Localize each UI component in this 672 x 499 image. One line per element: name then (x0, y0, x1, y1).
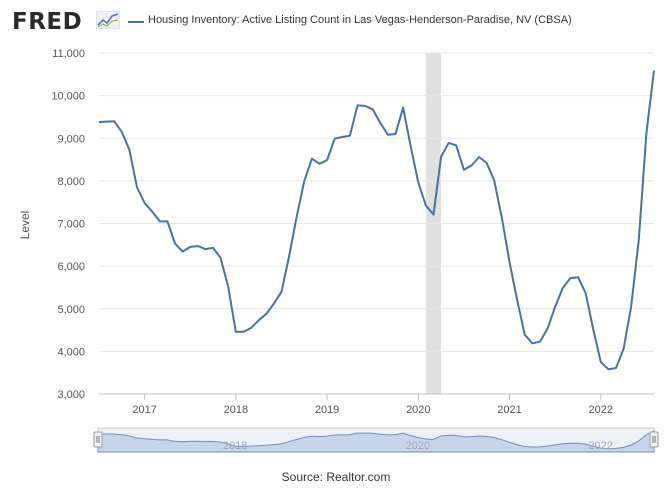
x-tick-label: 2018 (224, 404, 248, 416)
legend-label[interactable]: Housing Inventory: Active Listing Count … (148, 14, 572, 26)
source-note: Source: Realtor.com (281, 470, 391, 484)
y-tick-label: 7,000 (57, 219, 85, 231)
y-tick-label: 5,000 (57, 304, 85, 316)
navigator-label: 2020 (406, 440, 430, 452)
y-tick-label: 11,000 (52, 48, 85, 60)
navigator-right-handle[interactable] (649, 431, 659, 448)
y-tick-label: 9,000 (57, 133, 85, 145)
fred-mini-line-graph-icon (96, 11, 120, 29)
y-tick-label: 6,000 (57, 261, 85, 273)
x-tick-label: 2020 (406, 404, 430, 416)
navigator-series (97, 430, 655, 453)
x-tick-label: 2022 (589, 404, 613, 416)
y-tick-label: 4,000 (57, 346, 85, 358)
y-tick-label: 10,000 (51, 91, 85, 103)
navigator-left-handle[interactable] (93, 431, 103, 448)
y-axis-label: Level (18, 211, 32, 240)
y-tick-label: 8,000 (57, 176, 85, 188)
x-tick-label: 2019 (315, 404, 339, 416)
navigator-label: 2022 (588, 440, 612, 452)
chart-header: FRED Housing Inventory: Active Listing C… (0, 0, 672, 44)
line-chart: 3,000 4,000 5,000 6,000 7,000 8,000 9,000 10,00… (18, 48, 659, 453)
x-tick-label: 2021 (497, 404, 521, 416)
y-tick-label: 3,000 (57, 389, 85, 401)
x-tick-label: 2017 (132, 404, 156, 416)
series-line (98, 70, 655, 371)
navigator-label: 2018 (223, 440, 247, 452)
legend-swatch (128, 21, 144, 23)
fred-logo[interactable]: FRED (12, 9, 83, 35)
